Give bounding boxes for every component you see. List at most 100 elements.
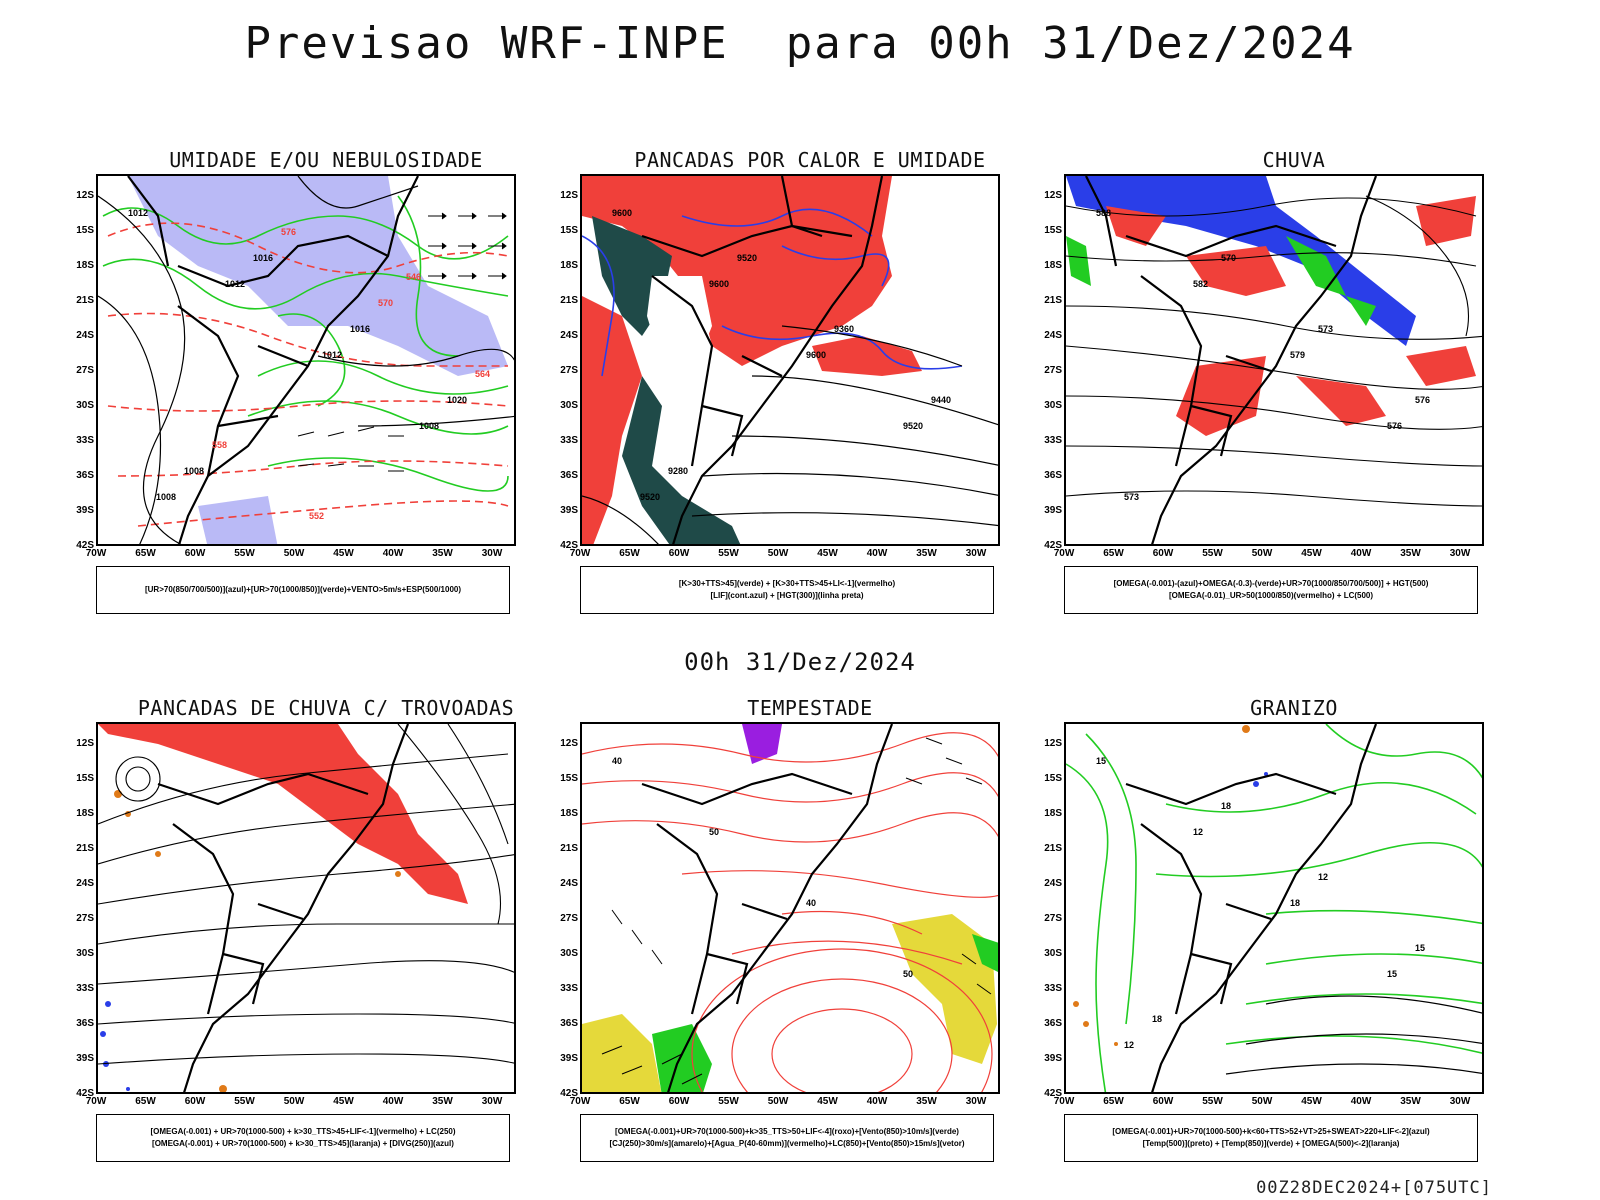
lat-tick-label: 30S [1044,400,1062,411]
wind-vectors [601,737,992,1085]
contour-label: 582 [1193,279,1208,289]
map-area[interactable]: 588 582 579 576 573 570 573 576 [1064,174,1484,546]
lon-tick-label: 70W [1053,1096,1075,1107]
temp850-green-contours [1066,724,1482,1092]
contour-label: 570 [1221,253,1236,263]
map-area[interactable]: 1012 1012 1012 1008 1008 1016 1016 1020 1008 576 5… [96,174,516,546]
contour-label: 12 [1124,1040,1134,1050]
lon-tick-label: 70W [85,548,107,559]
panel-chuva: CHUVA [1044,148,1544,628]
lon-tick-label: 40W [866,1096,888,1107]
lon-tick-label: 50W [767,548,789,559]
coastline-borders [1085,176,1378,544]
lat-tick-label: 21S [560,295,578,306]
lat-tick-label: 12S [1044,738,1062,749]
lat-tick-label: 24S [1044,330,1062,341]
legend-line: [OMEGA(-0.001) + UR>70(1000-500) + k>30_… [152,1139,454,1148]
legend-line: [Temp(500)](preto) + [Temp(850)](verde) … [1142,1139,1400,1148]
lon-tick-label: 70W [569,1096,591,1107]
lat-tick-label: 24S [1044,878,1062,889]
legend-line: [LIF](cont.azul) + [HGT(300)](linha pret… [710,591,864,600]
map-area[interactable]: 15 12 18 15 12 18 12 15 18 [1064,722,1484,1094]
lon-tick-label: 60W [668,1096,690,1107]
contour-label: 15 [1415,943,1425,953]
lon-tick-label: 30W [965,548,987,559]
coastline-borders [641,176,884,544]
lat-tick-label: 18S [1044,260,1062,271]
contour-label: 9600 [612,208,632,218]
pressure-black-contours [98,176,514,544]
lon-tick-label: 55W [1202,548,1223,559]
lat-tick-label: 33S [560,435,578,446]
lon-tick-label: 45W [333,1096,354,1107]
contour-label: 1012 [128,208,148,218]
lat-tick-label: 33S [76,983,94,994]
lat-tick-label: 36S [76,470,94,481]
lat-tick-label: 12S [1044,190,1062,201]
map-area[interactable]: 40 50 40 50 [580,722,1000,1094]
lat-tick-label: 27S [1044,365,1062,376]
lat-tick-label: 21S [560,843,578,854]
lat-tick-label: 12S [76,190,94,201]
contour-label: 9520 [903,421,923,431]
map-svg [98,724,514,1092]
lat-tick-label: 39S [76,1053,94,1064]
contour-label: 9440 [931,395,951,405]
lon-tick-label: 60W [184,1096,206,1107]
lon-tick-label: 40W [1350,548,1372,559]
lat-tick-label: 18S [560,260,578,271]
contour-label: 18 [1221,801,1231,811]
contour-label: 573 [1318,324,1333,334]
panel-pancadas-trovoadas: PANCADAS DE CHUVA C/ TROVOADAS [76,696,576,1176]
lon-tick-label: 60W [668,548,690,559]
forecast-time-title: 00h 31/Dez/2024 [684,648,916,676]
lat-tick-label: 12S [560,738,578,749]
contour-label: 1020 [447,395,467,405]
contour-label: 552 [309,511,324,521]
lon-tick-label: 65W [619,1096,640,1107]
legend-line: [OMEGA(-0.001)-(azul)+OMEGA(-0.3)-(verde… [1113,579,1429,588]
panel-title: CHUVA [1262,148,1326,172]
lat-tick-label: 42S [560,1088,578,1099]
lat-tick-label: 27S [1044,913,1062,924]
coastline-borders [1125,724,1378,1092]
lat-tick-label: 36S [1044,470,1062,481]
lat-tick-label: 24S [76,330,94,341]
lat-tick-label: 27S [560,913,578,924]
lat-tick-label: 18S [560,808,578,819]
lat-tick-label: 27S [76,365,94,376]
contour-label: 1012 [322,350,342,360]
wind-vectors [297,212,507,472]
contour-label: 576 [1387,421,1402,431]
lat-tick-label: 33S [76,435,94,446]
wind850-green-shading [652,934,998,1092]
panel-granizo: GRANIZO [1044,696,1544,1176]
lat-tick-label: 18S [76,260,94,271]
lon-tick-label: 65W [135,1096,156,1107]
coastline-borders [641,724,894,1092]
lc250-streamlines [98,724,514,1065]
lon-tick-label: 50W [767,1096,789,1107]
map-svg: 588 582 579 576 573 570 573 576 [1066,176,1482,544]
lifted-index-blue-contours [582,208,963,377]
lon-tick-label: 40W [866,548,888,559]
legend-box: [UR>70(850/700/500)](azul)+[UR>70(1000/8… [96,566,510,614]
lat-tick-label: 42S [1044,540,1062,551]
run-stamp: 00Z28DEC2024+[075UTC] [1256,1178,1492,1198]
map-area[interactable] [96,722,516,1094]
contour-label: 1016 [350,324,370,334]
lat-tick-label: 15S [76,225,94,236]
lat-tick-label: 36S [76,1018,94,1029]
lat-tick-label: 39S [1044,505,1062,516]
hail-blue-dots [1253,772,1268,787]
lon-tick-label: 40W [382,1096,404,1107]
lat-tick-label: 42S [76,1088,94,1099]
lat-tick-label: 33S [1044,983,1062,994]
legend-line: [OMEGA(-0.001) + UR>70(1000-500) + k>30_… [150,1127,456,1136]
lon-tick-label: 30W [1449,1096,1471,1107]
legend-box: [K>30+TTS>45](verde) + [K>30+TTS>45+LI<-… [580,566,994,614]
contour-label: 12 [1318,872,1328,882]
lat-tick-label: 24S [560,330,578,341]
map-area[interactable]: 9600 9600 9600 9520 9520 9520 9360 9440 9280 [580,174,1000,546]
lat-tick-label: 18S [76,808,94,819]
